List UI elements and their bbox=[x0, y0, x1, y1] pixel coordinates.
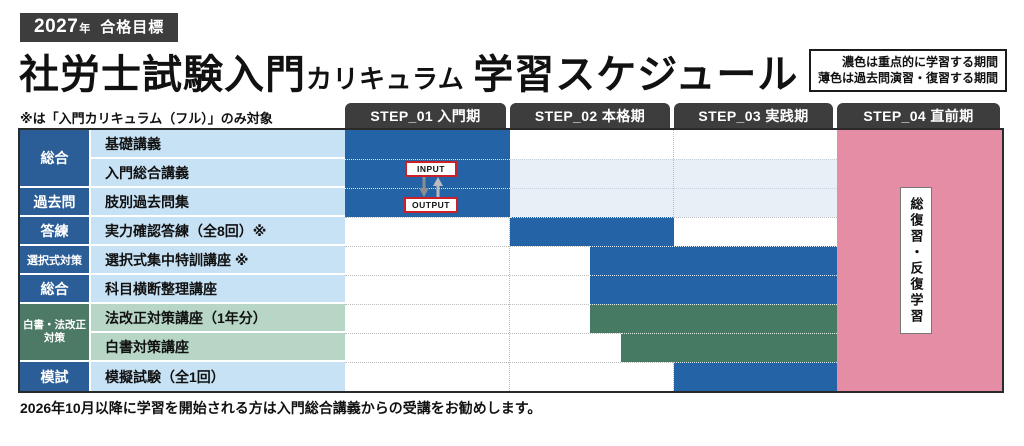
category-sogo-1: 総合 bbox=[20, 130, 89, 186]
grid-column-line bbox=[509, 130, 510, 391]
goal-year-suffix: 年 bbox=[79, 23, 91, 35]
step4-final-period-column: 総復習・反復学習 bbox=[837, 130, 1002, 391]
goal-label: 合格目標 bbox=[100, 19, 165, 36]
schedule-chart: STEP_01 入門期 STEP_02 本格期 STEP_03 実践期 STEP… bbox=[18, 103, 1004, 393]
step-header-2: STEP_02 本格期 bbox=[510, 103, 670, 128]
category-hakusho-houkaisei: 白書・法改正対策 bbox=[20, 304, 89, 360]
bottom-recommendation-note: 2026年10月以降に学習を開始される方は入門総合講義からの受講をお勧めします。 bbox=[20, 400, 542, 416]
course-moshi: 模擬試験（全1回） bbox=[91, 362, 345, 391]
legend-box: 濃色は重点的に学習する期間 薄色は過去問演習・復習する期間 bbox=[808, 49, 1007, 92]
course-houkaisei: 法改正対策講座（1年分） bbox=[91, 304, 345, 331]
course-sentakushiki: 選択式集中特訓講座 ※ bbox=[91, 246, 345, 273]
course-intro-lecture: 入門総合講義 bbox=[91, 159, 345, 186]
title-sub: カリキュラム bbox=[306, 64, 465, 94]
bar-basic-lecture-focus bbox=[345, 130, 510, 159]
bar-sentakushiki-focus bbox=[590, 246, 837, 275]
bar-touren-focus bbox=[510, 217, 674, 246]
step-header-1: STEP_01 入門期 bbox=[345, 103, 506, 128]
category-moshi: 模試 bbox=[20, 362, 89, 391]
bar-houkaisei-focus bbox=[590, 304, 837, 333]
goal-badge: 2027 年 合格目標 bbox=[20, 13, 179, 42]
category-sogo-2: 総合 bbox=[20, 275, 89, 302]
step-header-3: STEP_03 実践期 bbox=[674, 103, 833, 128]
legend-light-note: 薄色は過去問演習・復習する期間 bbox=[817, 71, 998, 85]
bar-moshi-focus bbox=[674, 362, 837, 391]
schedule-table-body: 総合 過去問 答練 選択式対策 総合 白書・法改正対策 模試 基礎講義 入門総合… bbox=[20, 130, 1002, 391]
course-kakomon-shu: 肢別過去問集 bbox=[91, 188, 345, 215]
category-kakomon: 過去問 bbox=[20, 188, 89, 215]
goal-year: 2027 bbox=[34, 16, 79, 37]
category-touren: 答練 bbox=[20, 217, 89, 244]
step-header-4: STEP_04 直前期 bbox=[837, 103, 1000, 128]
course-hakusho: 白書対策講座 bbox=[91, 333, 345, 360]
input-output-arrows-icon bbox=[419, 177, 443, 197]
course-basic-lecture: 基礎講義 bbox=[91, 130, 345, 157]
step4-label-box: 総復習・反復学習 bbox=[900, 187, 932, 334]
output-box: OUTPUT bbox=[404, 197, 458, 213]
legend-dark-note: 濃色は重点的に学習する期間 bbox=[841, 55, 998, 69]
title-main-2: 学習スケジュール bbox=[473, 53, 799, 97]
page-title: 社労士試験入門 カリキュラム 学習スケジュール bbox=[19, 42, 798, 100]
input-box: INPUT bbox=[405, 161, 457, 177]
course-kamoku-odan: 科目横断整理講座 bbox=[91, 275, 345, 302]
grid-row bbox=[345, 362, 837, 391]
bar-hakusho-focus bbox=[621, 333, 837, 362]
grid-row bbox=[345, 333, 837, 362]
category-sentakushiki: 選択式対策 bbox=[20, 246, 89, 273]
schedule-table: 総合 過去問 答練 選択式対策 総合 白書・法改正対策 模試 基礎講義 入門総合… bbox=[18, 128, 1004, 393]
step4-label: 総復習・反復学習 bbox=[908, 196, 924, 325]
bar-kamoku-odan-focus bbox=[590, 275, 837, 304]
title-main-1: 社労士試験入門 bbox=[19, 53, 306, 97]
course-touren: 実力確認答練（全8回）※ bbox=[91, 217, 345, 244]
asterisk-note: ※は「入門カリキュラム（フル）」のみ対象 bbox=[20, 111, 273, 126]
